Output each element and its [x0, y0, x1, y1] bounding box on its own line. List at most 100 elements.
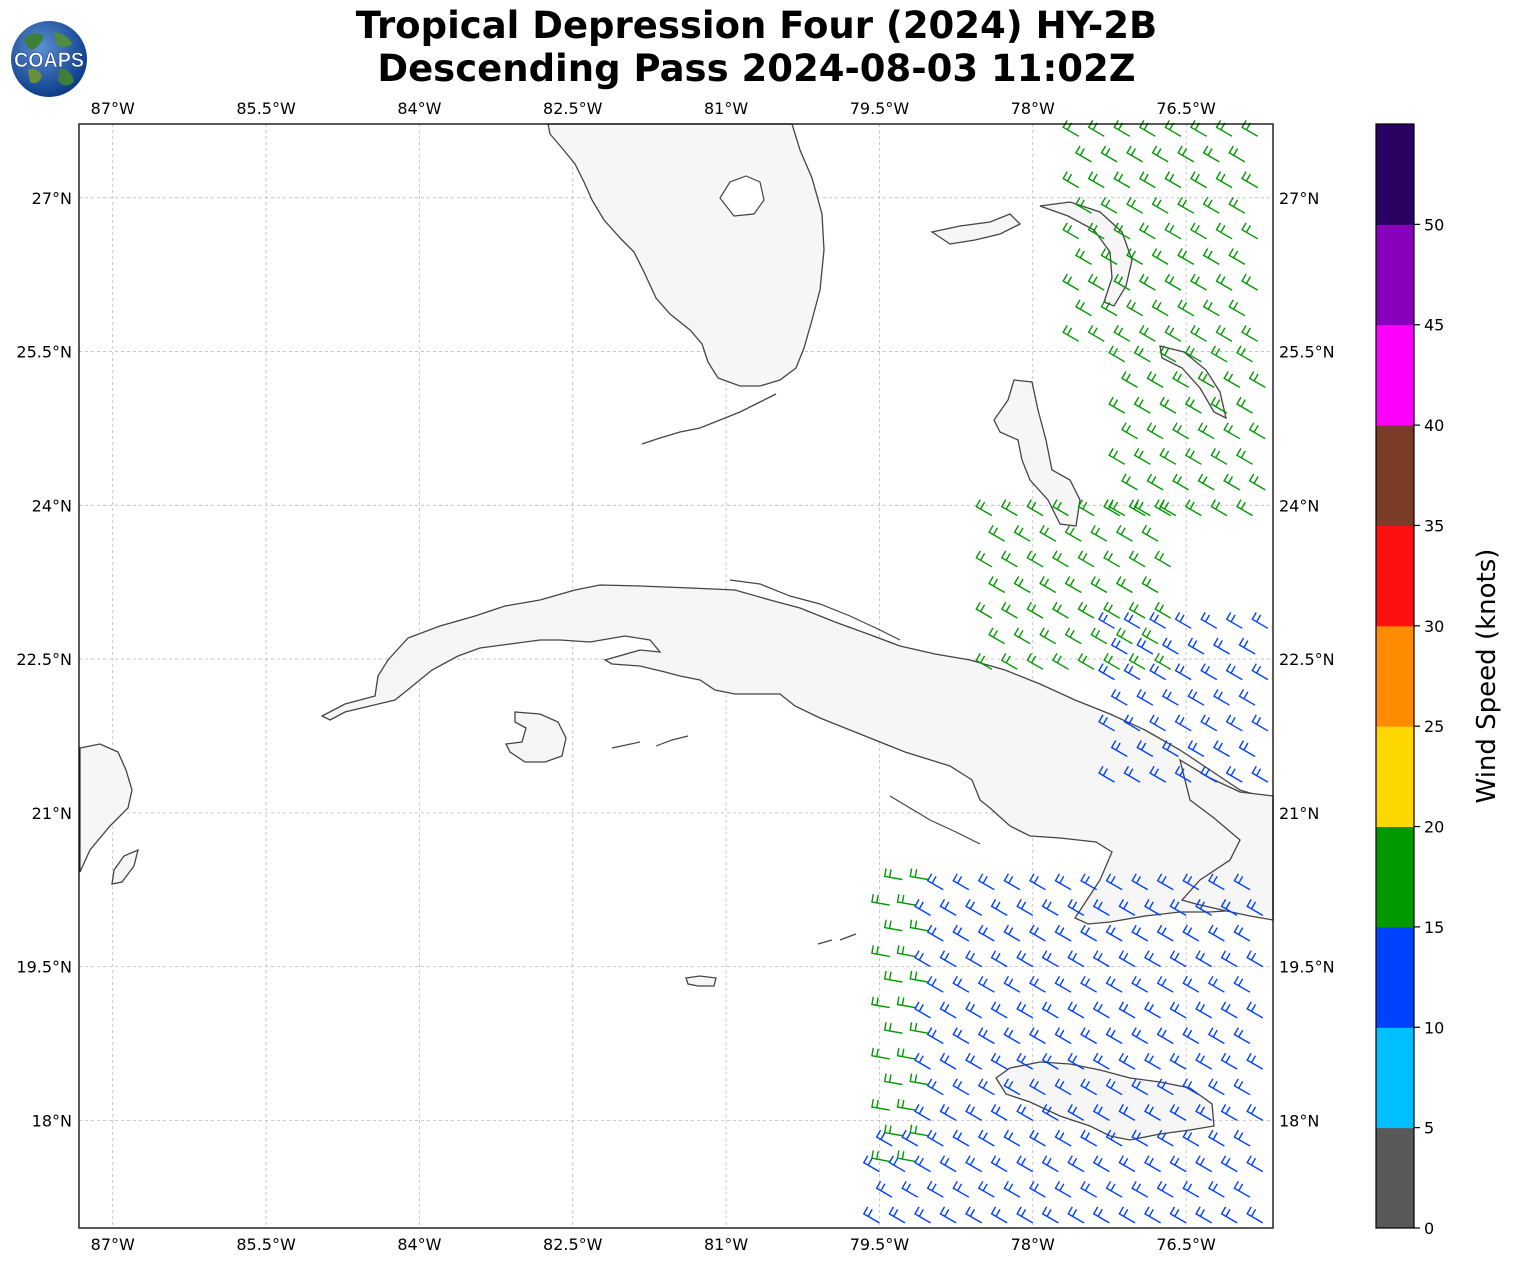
lat-tick-label-left: 25.5°N: [16, 343, 72, 362]
map-title: Tropical Depression Four (2024) HY-2B De…: [0, 4, 1513, 90]
wind-barb: [1092, 1001, 1110, 1019]
wind-barb: [1184, 448, 1202, 465]
wind-barb: [1003, 1180, 1021, 1198]
wind-barb: [1026, 653, 1044, 670]
wind-barb: [990, 1052, 1008, 1070]
wind-barb: [1000, 550, 1018, 568]
wind-barb: [1248, 371, 1266, 389]
wind-barb: [1184, 499, 1202, 517]
wind-barb: [1236, 448, 1253, 465]
wind-barb: [1200, 612, 1218, 629]
wind-barb: [1138, 222, 1156, 240]
wind-barb: [1108, 448, 1126, 465]
lon-tick-label-bottom: 84°W: [397, 1235, 441, 1254]
colorbar-tick-label: 30: [1424, 617, 1444, 636]
eleuthera-island: [1159, 345, 1227, 420]
wind-barb: [1118, 950, 1136, 968]
wind-barb: [1184, 345, 1202, 363]
wind-barb: [965, 1052, 983, 1070]
wind-barb: [1041, 1052, 1059, 1070]
wind-barb: [883, 970, 903, 983]
wind-barb: [1156, 1027, 1174, 1045]
wind-barb: [1118, 1155, 1136, 1173]
colorbar-bin: [1376, 425, 1414, 526]
wind-barb: [1146, 422, 1164, 440]
wind-barb: [1131, 1078, 1149, 1096]
wind-barb: [1138, 325, 1156, 342]
wind-barb: [1141, 627, 1159, 645]
wind-barb: [1041, 950, 1059, 968]
wind-barb: [1000, 499, 1018, 517]
wind-barb: [1054, 1078, 1072, 1096]
wind-barb: [1149, 765, 1167, 783]
wind-barb: [1177, 145, 1195, 163]
wind-barb: [1136, 637, 1154, 655]
wind-barb: [1052, 550, 1069, 568]
wind-barb: [1236, 499, 1253, 517]
wind-barb: [1128, 601, 1146, 619]
wind-barb: [1039, 576, 1057, 594]
title-line-2: Descending Pass 2024-08-03 11:02Z: [377, 47, 1136, 90]
wind-barb: [1233, 873, 1251, 891]
wind-barb: [1003, 924, 1021, 942]
wind-barb: [1146, 371, 1164, 389]
wind-barb: [914, 1155, 931, 1173]
lat-tick-label-left: 19.5°N: [16, 958, 72, 977]
wind-barb: [1128, 653, 1146, 670]
wind-barb: [1187, 637, 1205, 655]
wind-barb: [1052, 499, 1069, 517]
wind-barb: [1187, 740, 1205, 758]
wind-barb: [1164, 273, 1182, 291]
wind-barb: [1182, 1129, 1200, 1147]
wind-barb: [1154, 601, 1172, 619]
wind-barb: [1238, 688, 1256, 706]
wind-barb: [1115, 524, 1133, 542]
wind-barb: [862, 1155, 880, 1173]
wind-barb: [1062, 222, 1080, 240]
wind-barb: [1241, 273, 1259, 291]
wind-barb: [1100, 248, 1118, 266]
wind-barb: [990, 1104, 1008, 1122]
wind-barb: [1144, 950, 1161, 968]
wind-barb: [990, 950, 1008, 968]
wind-barb: [1187, 688, 1205, 706]
wind-barb: [914, 950, 931, 968]
cuba-coastline: [320, 584, 1274, 925]
wind-barb: [1241, 171, 1259, 189]
wind-barb: [1251, 714, 1269, 732]
lon-tick-label-top: 82.5°W: [543, 99, 603, 118]
wind-barb: [1126, 299, 1144, 317]
wind-barb: [1067, 950, 1085, 968]
wind-barb: [1080, 1027, 1098, 1045]
wind-barb: [901, 1129, 919, 1147]
wind-barb: [1141, 576, 1159, 594]
wind-barb: [1144, 1155, 1161, 1173]
wind-barb: [1169, 950, 1187, 968]
wind-barb: [1026, 499, 1044, 517]
wind-barb: [977, 1129, 995, 1147]
wind-barb: [1159, 499, 1177, 517]
wind-barb: [1105, 1180, 1123, 1198]
wind-barb: [1210, 396, 1228, 414]
wind-barb: [1118, 1001, 1136, 1019]
wind-barb: [1172, 422, 1190, 440]
wind-barb: [1174, 765, 1192, 783]
wind-barb: [1246, 1001, 1264, 1019]
wind-barb: [926, 1180, 944, 1198]
wind-barb: [1080, 1129, 1098, 1147]
wind-barb: [1064, 627, 1082, 645]
wind-barb: [977, 1180, 995, 1198]
wind-barb: [1197, 473, 1215, 491]
wind-barb: [1087, 325, 1105, 342]
wind-barb: [1131, 1027, 1149, 1045]
wind-barb: [1251, 765, 1269, 783]
wind-barb: [1174, 612, 1192, 629]
lat-tick-label-right: 18°N: [1279, 1111, 1319, 1130]
wind-barb: [1115, 627, 1133, 645]
wind-barb: [1077, 550, 1095, 568]
wind-barb: [1075, 145, 1092, 163]
wind-barb: [871, 893, 890, 906]
wind-barb: [965, 1001, 983, 1019]
wind-barb: [1080, 873, 1098, 891]
colorbar-bin: [1376, 1027, 1414, 1129]
